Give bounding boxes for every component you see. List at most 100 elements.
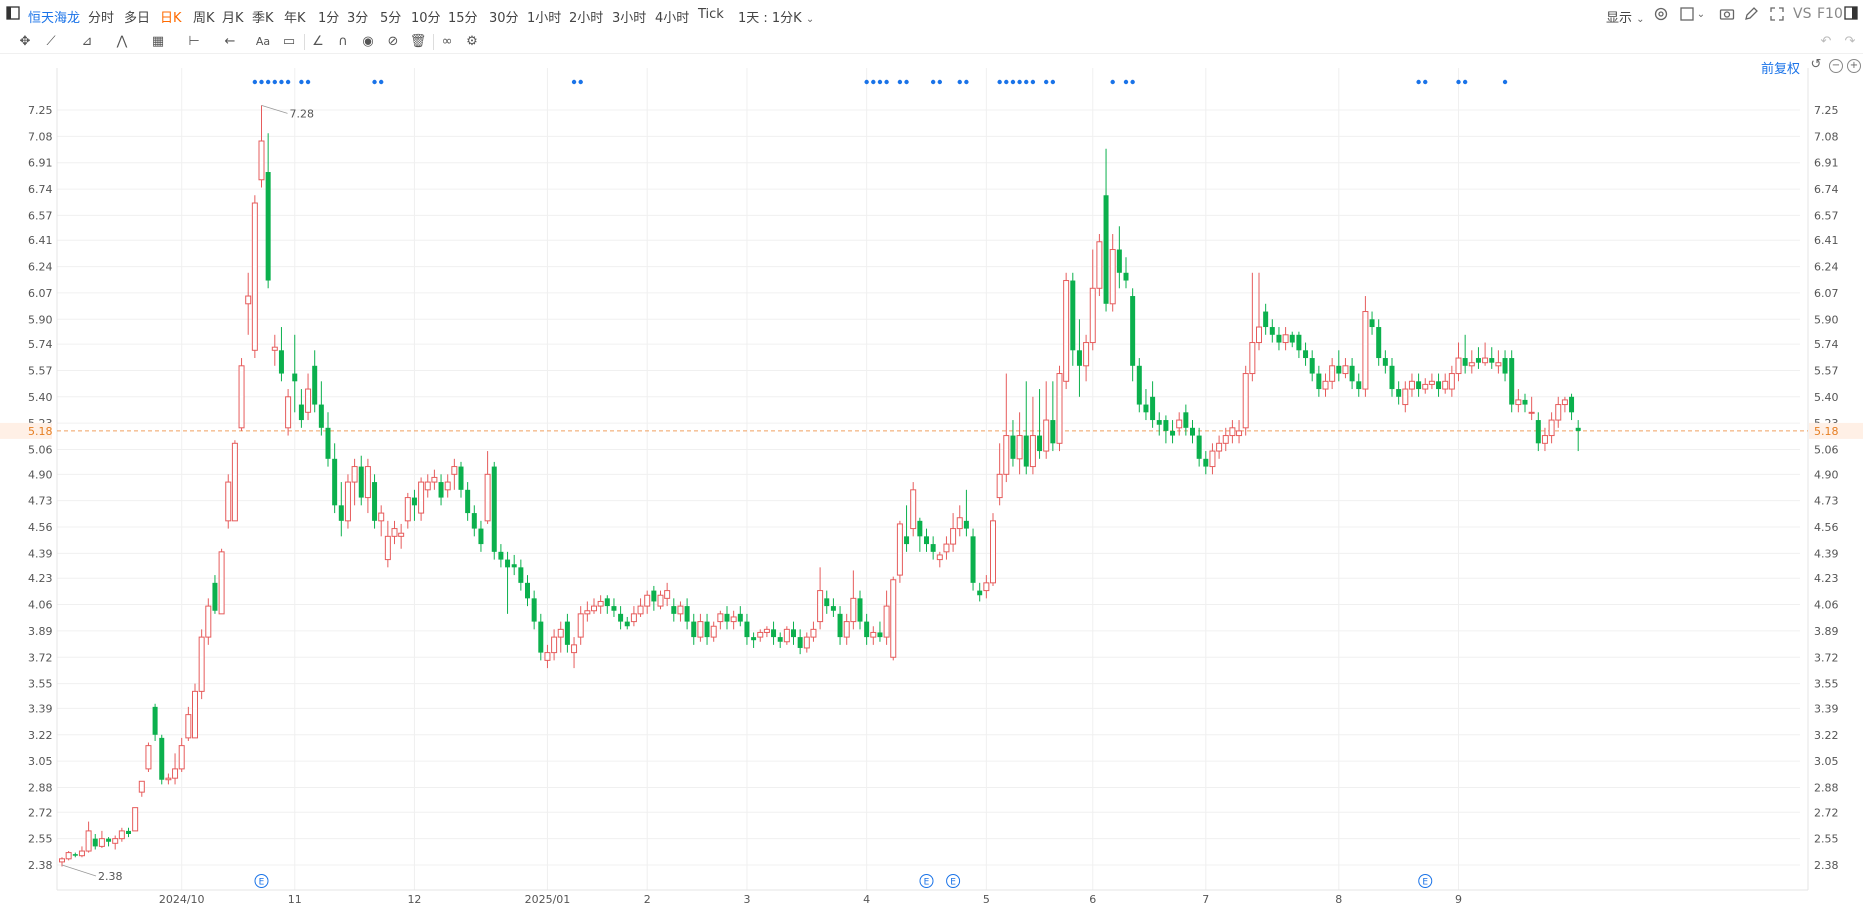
y-tick-label-left: 2.38 xyxy=(28,859,53,872)
measure-tool-icon[interactable]: ⊢ xyxy=(188,34,200,49)
candle-body xyxy=(59,858,65,863)
candle-body xyxy=(577,613,584,638)
candle-body xyxy=(364,466,371,499)
candle-body xyxy=(1103,195,1109,304)
line-tool-icon[interactable]: ⟋ xyxy=(46,34,56,49)
candle-body xyxy=(1329,365,1336,382)
high-marker-line xyxy=(261,104,288,114)
candle-body xyxy=(817,590,824,623)
candle-body xyxy=(751,637,757,641)
zoom-out-icon[interactable]: − xyxy=(1829,59,1843,73)
y-tick-label-left: 6.74 xyxy=(28,183,53,196)
pen-icon[interactable] xyxy=(1742,6,1760,24)
sidebar-toggle-icon[interactable] xyxy=(4,6,22,24)
adjust-mode-button[interactable]: 前复权 xyxy=(1761,62,1801,77)
period-tab[interactable]: 年K xyxy=(284,11,306,26)
candle-body xyxy=(1070,280,1076,351)
candle-body xyxy=(1150,396,1156,421)
period-tab[interactable]: 1分 xyxy=(318,11,340,26)
period-tab[interactable]: 周K xyxy=(193,11,215,26)
kline-chart-svg[interactable]: 2.38 2.38 2.55 2.55 2.72 2.72 2.88 2.88 3.05 3.05… xyxy=(0,54,1863,912)
candle-body xyxy=(1569,396,1575,413)
candle-body xyxy=(1276,334,1282,343)
expand-icon[interactable] xyxy=(1768,6,1786,24)
period-tab[interactable]: 4小时 xyxy=(655,11,690,26)
period-tab[interactable]: 月K xyxy=(222,11,244,26)
candle-body xyxy=(178,745,185,770)
candle-body xyxy=(691,621,697,638)
display-label: 显示 xyxy=(1606,11,1633,26)
x-tick-label: 4 xyxy=(863,893,870,906)
period-tab[interactable]: 30分 xyxy=(489,11,519,26)
layout-icon[interactable] xyxy=(1678,6,1696,24)
link-icon[interactable]: ∞ xyxy=(441,34,453,49)
wave-tool-icon[interactable]: ⋀ xyxy=(116,34,128,49)
period-tab[interactable]: 日K xyxy=(160,11,182,26)
chevron-down-icon[interactable]: ⌄ xyxy=(1696,9,1706,20)
hide-icon[interactable]: ⊘ xyxy=(387,34,399,49)
candle-body xyxy=(1482,357,1489,364)
gear-icon[interactable] xyxy=(1652,6,1670,24)
y-tick-label-right: 3.55 xyxy=(1814,678,1839,691)
candle-body xyxy=(218,551,225,615)
candle-body xyxy=(1369,319,1375,328)
kline-chart[interactable]: 2.38 2.38 2.55 2.55 2.72 2.72 2.88 2.88 3.05 3.05… xyxy=(0,54,1863,912)
event-dot xyxy=(372,79,377,85)
fib-tool-icon[interactable]: ▦ xyxy=(151,34,165,49)
reset-icon[interactable]: ↺ xyxy=(1810,57,1822,72)
period-tab[interactable]: 季K xyxy=(252,11,274,26)
zoom-in-icon[interactable]: + xyxy=(1847,59,1861,73)
trash-icon[interactable]: 🗑 xyxy=(409,34,427,49)
drawing-toolbar: ✥ ⟋ ⊿ ⋀ ▦ ⊢ ← Aa ▭ ∠ ∩ ◉ ⊘ 🗑 ∞ ⚙ ↶ ↷ xyxy=(0,30,1863,54)
period-tab[interactable]: 3小时 xyxy=(612,11,647,26)
comment-icon[interactable]: ▭ xyxy=(282,34,296,49)
arrow-tool-icon[interactable]: ← xyxy=(224,34,236,49)
vs-button[interactable]: VS xyxy=(1793,6,1812,22)
candle-body xyxy=(977,590,983,596)
crosshair-icon[interactable]: ✥ xyxy=(19,34,31,49)
event-dot xyxy=(957,79,962,85)
y-tick-label-right: 3.22 xyxy=(1814,729,1839,742)
magnet-icon[interactable]: ∩ xyxy=(338,34,348,49)
period-tab[interactable]: 10分 xyxy=(411,11,441,26)
period-tab[interactable]: Tick xyxy=(698,7,724,22)
period-tab[interactable]: 2小时 xyxy=(569,11,604,26)
text-tool-icon[interactable]: Aa xyxy=(255,35,271,48)
y-tick-label-right: 7.08 xyxy=(1814,130,1839,143)
period-tab[interactable]: 15分 xyxy=(448,11,478,26)
candle-body xyxy=(1136,365,1142,405)
stock-name[interactable]: 恒天海龙 xyxy=(28,11,81,26)
candle-body xyxy=(850,597,857,623)
camera-icon[interactable] xyxy=(1718,6,1736,24)
period-tab[interactable]: 3分 xyxy=(347,11,369,26)
f10-button[interactable]: F10 xyxy=(1817,6,1843,22)
candle-body xyxy=(1455,357,1462,375)
channel-tool-icon[interactable]: ⊿ xyxy=(81,34,93,49)
candle-body xyxy=(1489,358,1495,363)
display-dropdown[interactable]: 显示 ⌄ xyxy=(1606,7,1645,26)
candle-body xyxy=(1109,249,1116,305)
eye-icon[interactable]: ◉ xyxy=(362,34,374,49)
candle-body xyxy=(72,854,78,856)
settings-icon[interactable]: ⚙ xyxy=(466,34,478,49)
candle-body xyxy=(551,636,558,654)
period-tab[interactable]: 分时 xyxy=(88,11,115,26)
candle-body xyxy=(1502,358,1508,374)
current-price-label-left: 5.18 xyxy=(28,425,53,438)
period-tab[interactable]: 5分 xyxy=(380,11,402,26)
candle-body xyxy=(132,807,139,832)
candle-body xyxy=(78,850,85,857)
window-icon[interactable] xyxy=(1842,6,1860,24)
period-tab[interactable]: 多日 xyxy=(124,11,151,26)
candle-body xyxy=(344,481,351,522)
redo-icon[interactable]: ↷ xyxy=(1844,34,1856,49)
angle-icon[interactable]: ∠ xyxy=(312,34,324,49)
x-tick-label: 9 xyxy=(1455,893,1462,906)
y-tick-label-left: 2.72 xyxy=(28,806,53,819)
event-dot xyxy=(1416,79,1421,85)
event-marker-circle xyxy=(1418,874,1433,888)
undo-icon[interactable]: ↶ xyxy=(1820,34,1832,49)
custom-period-dropdown[interactable]: 1天 : 1分K ⌄ xyxy=(738,7,814,26)
period-tab[interactable]: 1小时 xyxy=(527,11,562,26)
candle-body xyxy=(1548,419,1555,437)
